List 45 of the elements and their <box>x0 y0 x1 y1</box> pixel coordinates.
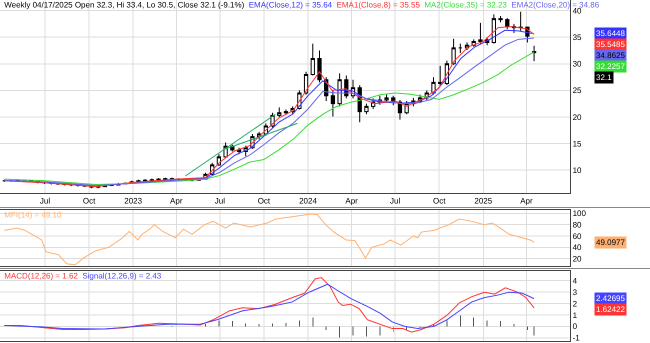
y-tick-label: 20 <box>572 254 582 264</box>
x-tick-label: 2023 <box>124 196 143 206</box>
series-label: MFI(14) = 49.10 <box>4 210 62 220</box>
x-tick-label: Apr <box>345 196 358 206</box>
chart-title: Weekly 04/17/2025 Open 32.3, Hi 33.4, Lo 30.5, Close 32.1 (-9.1%) <box>4 0 244 10</box>
y-tick-label: 4 <box>572 276 578 286</box>
text: 34.8625 <box>596 51 626 60</box>
text: MA2(Close,35) = 32.23 <box>424 0 508 10</box>
y-tick-label: 80 <box>572 220 582 230</box>
y-tick-label: 60 <box>572 232 582 241</box>
y-tick-label: 25 <box>572 86 582 96</box>
x-tick-label: 2024 <box>299 196 318 206</box>
x-tick-label: Apr <box>520 196 533 206</box>
x-tick-label: Oct <box>433 196 446 206</box>
x-tick-label: Oct <box>258 196 271 206</box>
y-tick-label: 1 <box>572 310 578 320</box>
x-tick-label: Apr <box>170 196 183 206</box>
y-tick-label: 10 <box>572 166 582 175</box>
y-tick-label: 30 <box>572 60 582 69</box>
text: 35.6448 <box>596 29 626 38</box>
text: 32.2257 <box>596 62 626 71</box>
text: 49.0977 <box>596 238 626 247</box>
y-tick-label: 3 <box>572 288 578 297</box>
y-tick-label: 40 <box>572 243 582 252</box>
text: 32.1 <box>596 73 612 82</box>
text: Signal(12,26,9) = 2.43 <box>82 272 162 281</box>
x-tick-label: Oct <box>82 196 96 206</box>
text: 2.42695 <box>596 294 626 303</box>
text: EMA(Close,12) = 35.64 <box>248 0 333 10</box>
text: MACD(12,26) = 1.62 <box>4 272 78 281</box>
y-tick-label: 2 <box>572 299 578 308</box>
y-tick-label: 20 <box>572 112 582 122</box>
y-tick-label: 100 <box>572 209 586 218</box>
y-tick-label: 15 <box>572 139 582 148</box>
text: EMA1(Close,8) = 35.55 <box>336 0 420 10</box>
y-tick-label: 40 <box>572 6 582 16</box>
x-tick-label: 2025 <box>474 196 493 206</box>
x-tick-label: Jul <box>214 196 226 206</box>
y-tick-label: 0 <box>572 322 578 332</box>
x-tick-label: Jul <box>40 196 50 206</box>
x-tick-label: Jul <box>390 196 400 206</box>
y-tick-label: -1 <box>572 334 580 343</box>
text: 35.5485 <box>596 40 626 49</box>
y-tick-label: 35 <box>572 33 582 42</box>
text: 1.62422 <box>596 305 626 314</box>
